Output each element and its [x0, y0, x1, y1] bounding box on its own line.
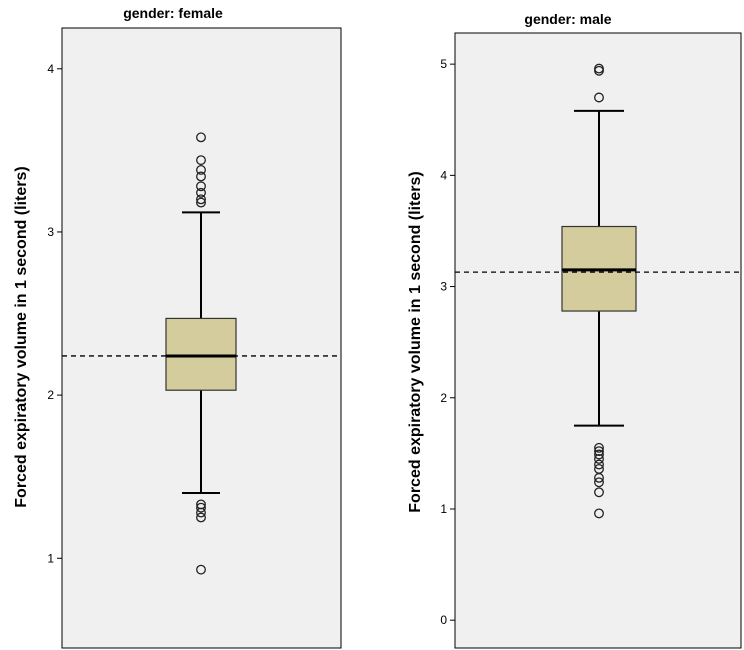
outlier-point — [594, 459, 604, 470]
panel-female: gender: female Forced expiratory volume … — [13, 5, 342, 649]
outlier-point — [594, 472, 604, 483]
panel-male-title: gender: male — [524, 11, 611, 27]
panel-male-marks — [455, 63, 741, 519]
outlier-point — [196, 194, 206, 205]
y-tick-label: 1 — [440, 502, 447, 516]
panel-male-y-ticks: 0 1 2 3 4 5 — [440, 57, 455, 627]
outlier-point — [594, 453, 604, 464]
y-tick-label: 3 — [47, 225, 54, 239]
outlier-point — [196, 187, 206, 198]
outlier-point — [196, 512, 206, 523]
y-tick-label: 4 — [440, 168, 447, 182]
y-tick-label: 0 — [440, 613, 447, 627]
y-tick-label: 2 — [440, 391, 447, 405]
panel-female-y-ticks: 1 2 3 4 — [47, 62, 62, 565]
outlier-point — [594, 508, 604, 519]
outlier-point — [594, 92, 604, 103]
outlier-point — [594, 449, 604, 460]
outlier-point — [196, 164, 206, 175]
outlier-point — [196, 155, 206, 166]
outlier-point — [196, 507, 206, 518]
panel-female-title: gender: female — [123, 5, 223, 21]
outlier-point — [196, 181, 206, 192]
y-tick-label: 2 — [47, 388, 54, 402]
outlier-point — [196, 171, 206, 182]
outlier-point — [594, 477, 604, 488]
outlier-point — [196, 132, 206, 143]
y-tick-label: 3 — [440, 280, 447, 294]
outlier-point — [196, 564, 206, 575]
interquartile-box — [165, 317, 237, 391]
outlier-point — [594, 487, 604, 498]
outlier-point — [594, 442, 604, 453]
y-tick-label: 5 — [440, 57, 447, 71]
y-tick-label: 4 — [47, 62, 54, 76]
panel-female-marks — [62, 132, 341, 575]
outlier-point — [196, 502, 206, 513]
outlier-point — [594, 65, 604, 76]
panel-female-y-axis-label: Forced expiratory volume in 1 second (li… — [13, 166, 30, 507]
panel-male: gender: male Forced expiratory volume in… — [407, 11, 742, 649]
panel-male-y-axis-label: Forced expiratory volume in 1 second (li… — [407, 171, 424, 512]
outlier-point — [196, 197, 206, 208]
y-tick-label: 1 — [47, 551, 54, 565]
outlier-point — [594, 446, 604, 457]
